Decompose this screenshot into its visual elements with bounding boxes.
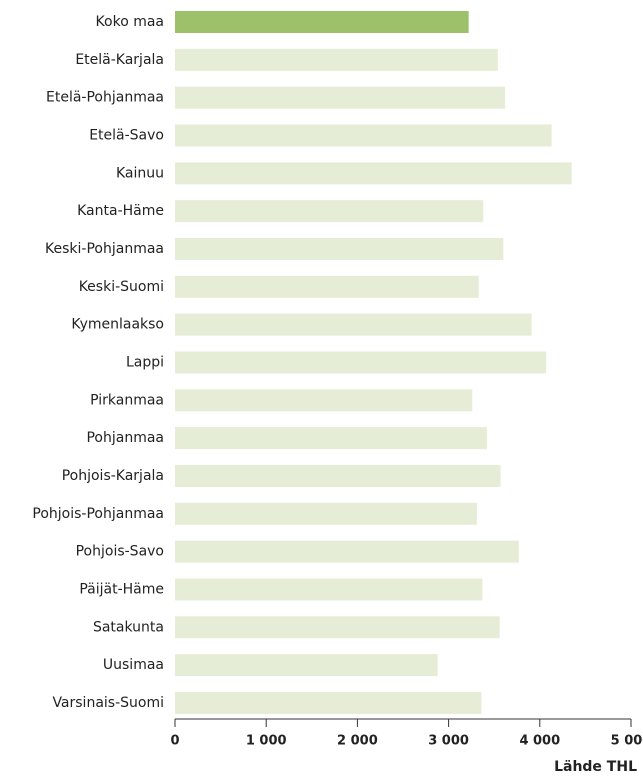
bar (175, 237, 504, 260)
y-tick-label: Keski-Suomi (79, 279, 164, 295)
source: Lähde THL (554, 759, 637, 775)
x-tick-label: 5 000 (611, 734, 643, 749)
y-tick-label: Pohjois-Pohjanmaa (32, 506, 164, 522)
bar (175, 578, 483, 601)
y-tick-label: Etelä-Karjala (75, 52, 164, 68)
bar (175, 351, 547, 374)
bar (175, 313, 532, 336)
bar (175, 540, 519, 563)
x-tick-label: 0 (170, 734, 179, 749)
y-tick-label: Etelä-Savo (89, 127, 164, 143)
bar (175, 200, 484, 223)
bar (175, 691, 482, 714)
y-tick-label: Pohjois-Karjala (62, 468, 164, 484)
bar (175, 11, 469, 33)
x-tick-label: 4 000 (519, 734, 560, 749)
y-tick-label: Päijät-Häme (79, 581, 164, 597)
bar (175, 616, 500, 639)
y-tick-label: Kanta-Häme (77, 203, 164, 219)
bar (175, 86, 506, 109)
y-tick-label: Keski-Pohjanmaa (45, 241, 164, 257)
y-tick-label: Uusimaa (103, 657, 164, 673)
bar (175, 124, 552, 147)
bar (175, 275, 479, 298)
y-tick-label: Kainuu (116, 165, 164, 181)
y-tick-label: Etelä-Pohjanmaa (46, 90, 164, 106)
bar (175, 502, 477, 525)
y-tick-label: Koko maa (96, 14, 164, 30)
y-tick-label: Pohjois-Savo (76, 544, 164, 560)
bar (175, 162, 572, 185)
bar (175, 464, 501, 487)
y-tick-label: Lappi (126, 354, 164, 370)
x-tick-label: 1 000 (246, 734, 287, 749)
bar (175, 427, 487, 450)
y-tick-label: Kymenlaakso (71, 317, 164, 333)
x-tick-label: 2 000 (337, 734, 378, 749)
bar (175, 48, 498, 71)
y-tick-label: Pirkanmaa (90, 392, 164, 408)
bar (175, 389, 473, 412)
y-tick-label: Satakunta (93, 619, 164, 635)
y-tick-label: Varsinais-Suomi (52, 695, 164, 711)
bar (175, 654, 438, 677)
x-tick-label: 3 000 (428, 734, 469, 749)
y-tick-label: Pohjanmaa (86, 430, 164, 446)
